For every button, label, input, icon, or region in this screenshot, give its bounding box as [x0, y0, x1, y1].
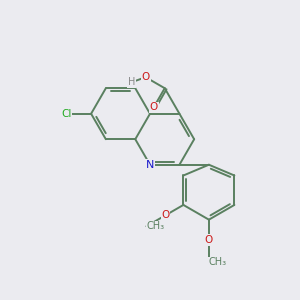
Text: O: O	[161, 210, 170, 220]
Text: Cl: Cl	[61, 109, 71, 119]
Text: O: O	[142, 72, 150, 82]
Text: O: O	[150, 102, 158, 112]
Text: H: H	[128, 77, 136, 87]
Text: CH₃: CH₃	[146, 221, 164, 231]
Text: N: N	[146, 160, 154, 170]
Text: CH₃: CH₃	[209, 257, 227, 267]
Text: O: O	[205, 235, 213, 245]
